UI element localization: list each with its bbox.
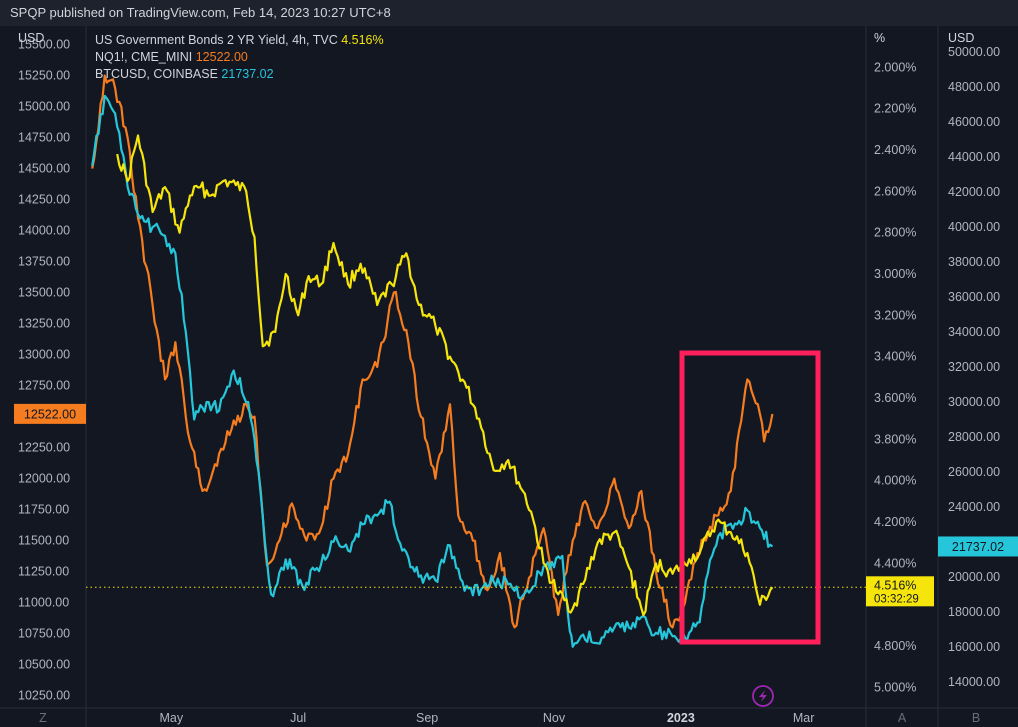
legend-value: 4.516% bbox=[341, 33, 383, 47]
left-tick-label: 14000.00 bbox=[18, 224, 70, 238]
left-corner-label: Z bbox=[39, 711, 47, 725]
right-tick-label: 16000.00 bbox=[948, 640, 1000, 654]
lightning-icon[interactable] bbox=[752, 685, 774, 707]
mid-tick-label: 3.600% bbox=[874, 391, 916, 405]
left-tick-label: 13500.00 bbox=[18, 286, 70, 300]
published-header: SPQP published on TradingView.com, Feb 1… bbox=[0, 0, 1018, 26]
left-tick-label: 14500.00 bbox=[18, 162, 70, 176]
right-tick-label: 18000.00 bbox=[948, 605, 1000, 619]
lightning-icon-ring bbox=[752, 685, 774, 707]
yield-series-line bbox=[116, 134, 774, 617]
left-tick-label: 10250.00 bbox=[18, 689, 70, 703]
btc-series-line bbox=[91, 94, 774, 648]
left-tick-label: 12750.00 bbox=[18, 379, 70, 393]
legend-label: US Government Bonds 2 YR Yield, 4h, TVC bbox=[95, 33, 341, 47]
x-tick-label: 2023 bbox=[667, 711, 695, 725]
left-unit-label: USD bbox=[18, 31, 44, 45]
legend-entry: NQ1!, CME_MINI 12522.00 bbox=[95, 50, 248, 64]
right-tick-label: 14000.00 bbox=[948, 675, 1000, 689]
right-corner-label-a: A bbox=[898, 711, 907, 725]
right-tick-label: 48000.00 bbox=[948, 80, 1000, 94]
legend-entry: BTCUSD, COINBASE 21737.02 bbox=[95, 67, 274, 81]
right-axis-panel bbox=[866, 26, 1018, 727]
left-tick-label: 15000.00 bbox=[18, 100, 70, 114]
legend-value: 21737.02 bbox=[221, 67, 273, 81]
highlight-box bbox=[679, 350, 821, 645]
legend-value: 12522.00 bbox=[196, 50, 248, 64]
x-tick-label: Jul bbox=[290, 711, 306, 725]
right-tick-label: 24000.00 bbox=[948, 500, 1000, 514]
mid-tick-label: 4.400% bbox=[874, 556, 916, 570]
right-tick-label: 28000.00 bbox=[948, 430, 1000, 444]
nq-price-badge bbox=[14, 403, 86, 424]
left-tick-label: 11000.00 bbox=[18, 596, 69, 610]
mid-tick-label: 3.800% bbox=[874, 432, 916, 446]
x-tick-label: May bbox=[159, 711, 183, 725]
right-corner-label-b: B bbox=[972, 711, 980, 725]
mid-tick-label: 2.200% bbox=[874, 102, 916, 116]
mid-tick-label: 3.000% bbox=[874, 267, 916, 281]
right-tick-label: 44000.00 bbox=[948, 150, 1000, 164]
legend-entry: US Government Bonds 2 YR Yield, 4h, TVC … bbox=[95, 33, 384, 47]
legend-label: NQ1!, CME_MINI bbox=[95, 50, 196, 64]
left-tick-label: 11750.00 bbox=[18, 503, 69, 517]
axis-labels: 15500.00 15250.00 15000.00 14750.00 14500.00… bbox=[18, 31, 1000, 725]
yield-price-badge bbox=[866, 576, 934, 607]
x-tick-label: Sep bbox=[416, 711, 438, 725]
yield-countdown-label: 03:32:29 bbox=[874, 593, 919, 605]
mid-tick-label: 2.800% bbox=[874, 226, 916, 240]
x-tick-label: Mar bbox=[793, 711, 815, 725]
right-tick-label: 50000.00 bbox=[948, 45, 1000, 59]
left-tick-label: 10750.00 bbox=[18, 627, 70, 641]
axis-panels bbox=[0, 26, 1018, 727]
mid-tick-label: 2.600% bbox=[874, 184, 916, 198]
mid-tick-label: 2.000% bbox=[874, 60, 916, 74]
x-tick-label: Nov bbox=[543, 711, 566, 725]
right-tick-label: 46000.00 bbox=[948, 115, 1000, 129]
left-tick-label: 13250.00 bbox=[18, 317, 70, 331]
lightning-icon-bolt bbox=[759, 690, 767, 702]
mid-unit-label: % bbox=[874, 31, 885, 45]
nq-series-line bbox=[91, 74, 774, 629]
left-tick-label: 12250.00 bbox=[18, 441, 70, 455]
mid-tick-label: 2.400% bbox=[874, 143, 916, 157]
chart-background bbox=[0, 26, 1018, 727]
mid-tick-label: 3.400% bbox=[874, 350, 916, 364]
right-tick-label: 40000.00 bbox=[948, 220, 1000, 234]
mid-tick-label: 5.000% bbox=[874, 680, 916, 694]
right-tick-label: 38000.00 bbox=[948, 255, 1000, 269]
left-tick-label: 13000.00 bbox=[18, 348, 70, 362]
yield-price-label: 4.516% bbox=[874, 578, 916, 592]
legend-label: BTCUSD, COINBASE bbox=[95, 67, 221, 81]
mid-tick-label: 4.800% bbox=[874, 639, 916, 653]
right-tick-label: 32000.00 bbox=[948, 360, 1000, 374]
nq-price-label: 12522.00 bbox=[24, 407, 76, 421]
right-unit-label: USD bbox=[948, 31, 974, 45]
left-tick-label: 15500.00 bbox=[18, 38, 70, 52]
right-tick-label: 26000.00 bbox=[948, 465, 1000, 479]
left-tick-label: 14250.00 bbox=[18, 193, 70, 207]
left-tick-label: 13750.00 bbox=[18, 255, 70, 269]
mid-tick-label: 3.200% bbox=[874, 308, 916, 322]
left-tick-label: 10500.00 bbox=[18, 658, 70, 672]
right-tick-label: 30000.00 bbox=[948, 395, 1000, 409]
left-tick-label: 12000.00 bbox=[18, 472, 70, 486]
left-tick-label: 14750.00 bbox=[18, 131, 70, 145]
series-lines bbox=[91, 74, 774, 648]
right-tick-label: 42000.00 bbox=[948, 185, 1000, 199]
left-tick-label: 15250.00 bbox=[18, 69, 70, 83]
mid-tick-label: 4.000% bbox=[874, 474, 916, 488]
btc-price-badge bbox=[938, 536, 1018, 557]
left-tick-label: 11250.00 bbox=[18, 565, 69, 579]
mid-tick-label: 4.200% bbox=[874, 515, 916, 529]
right-tick-label: 34000.00 bbox=[948, 325, 1000, 339]
btc-price-label: 21737.02 bbox=[952, 540, 1004, 554]
right-tick-label: 20000.00 bbox=[948, 570, 1000, 584]
right-tick-label: 36000.00 bbox=[948, 290, 1000, 304]
left-tick-label: 11500.00 bbox=[18, 534, 69, 548]
